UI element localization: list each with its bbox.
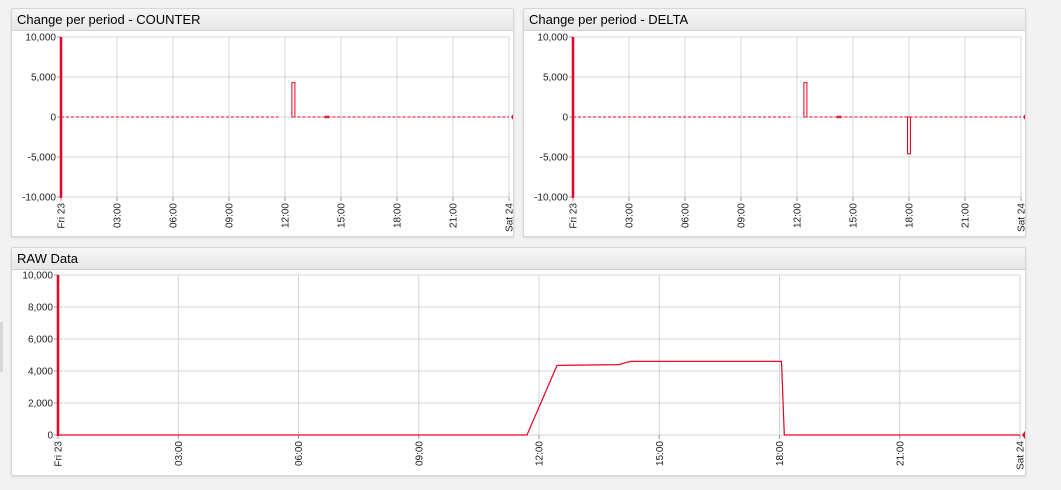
x-tick-label: Fri 23 — [569, 203, 580, 229]
badge-shape — [1023, 114, 1025, 120]
x-tick-label: 09:00 — [737, 203, 748, 228]
y-tick-label: 6,000 — [28, 335, 53, 346]
x-tick-label: 21:00 — [961, 203, 972, 228]
widget-counter: Change per period - COUNTER 10,000 5,000 0… — [11, 8, 514, 237]
y-tick-label: 8,000 — [28, 303, 53, 314]
x-tick-label: 15:00 — [849, 203, 860, 228]
x-tick-label: 03:00 — [174, 441, 185, 466]
widget-title: Change per period - COUNTER — [12, 9, 513, 31]
y-tick-label: 10,000 — [537, 33, 568, 44]
y-tick-label: -5,000 — [28, 153, 57, 164]
x-tick-label: 09:00 — [225, 203, 236, 228]
y-tick-label: 0 — [562, 113, 568, 124]
last-value-badge: 4 — [1022, 431, 1025, 439]
y-tick-label: 0 — [47, 431, 53, 442]
x-tick-label: Fri 23 — [54, 441, 65, 467]
x-tick-label: 21:00 — [449, 203, 460, 228]
x-tick-label: 15:00 — [337, 203, 348, 228]
x-tick-label: 03:00 — [113, 203, 124, 228]
y-tick-label: 0 — [50, 113, 56, 124]
series-line — [58, 360, 1020, 436]
widget-title: RAW Data — [12, 248, 1025, 270]
x-tick-label: 06:00 — [169, 203, 180, 228]
badge-shape — [511, 114, 513, 120]
x-tick-label: Fri 23 — [57, 203, 68, 229]
x-tick-label: 09:00 — [414, 441, 425, 466]
x-tick-label: 18:00 — [905, 203, 916, 228]
scrollbar-hint — [0, 322, 3, 372]
y-tick-label: 2,000 — [28, 399, 53, 410]
x-tick-label: 12:00 — [793, 203, 804, 228]
y-tick-label: -5,000 — [540, 153, 569, 164]
x-tick-label: 18:00 — [775, 441, 786, 466]
y-tick-label: 10,000 — [22, 271, 53, 282]
y-tick-label: 10,000 — [25, 33, 56, 44]
x-tick-label: Sat 24 — [505, 203, 514, 232]
widget-delta: Change per period - DELTA 10,000 5,000 0 -5… — [523, 8, 1026, 237]
y-tick-label: 5,000 — [543, 73, 568, 84]
y-tick-label: 4,000 — [28, 367, 53, 378]
y-tick-label: -10,000 — [534, 193, 568, 204]
x-tick-label: 06:00 — [294, 441, 305, 466]
x-tick-label: 06:00 — [681, 203, 692, 228]
widget-title: Change per period - DELTA — [524, 9, 1025, 31]
widget-raw: RAW Data 10,000 8,000 6,000 4,000 2,000 0 Fri … — [11, 247, 1026, 476]
bar — [837, 115, 841, 119]
x-tick-label: 12:00 — [281, 203, 292, 228]
last-value-badge: 0 — [511, 114, 513, 120]
x-tick-label: 12:00 — [535, 441, 546, 466]
bar — [907, 116, 911, 155]
x-tick-label: 21:00 — [895, 441, 906, 466]
bar — [291, 82, 296, 118]
last-value-badge: 0 — [1023, 114, 1025, 120]
badge-shape — [1022, 431, 1025, 439]
bar — [803, 82, 808, 118]
y-tick-label: 5,000 — [31, 73, 56, 84]
y-tick-label: -10,000 — [22, 193, 56, 204]
x-tick-label: 18:00 — [393, 203, 404, 228]
bar — [325, 115, 329, 119]
x-tick-label: 15:00 — [655, 441, 666, 466]
x-tick-label: Sat 24 — [1017, 203, 1026, 232]
x-tick-label: Sat 24 — [1016, 441, 1026, 470]
x-tick-label: 03:00 — [625, 203, 636, 228]
